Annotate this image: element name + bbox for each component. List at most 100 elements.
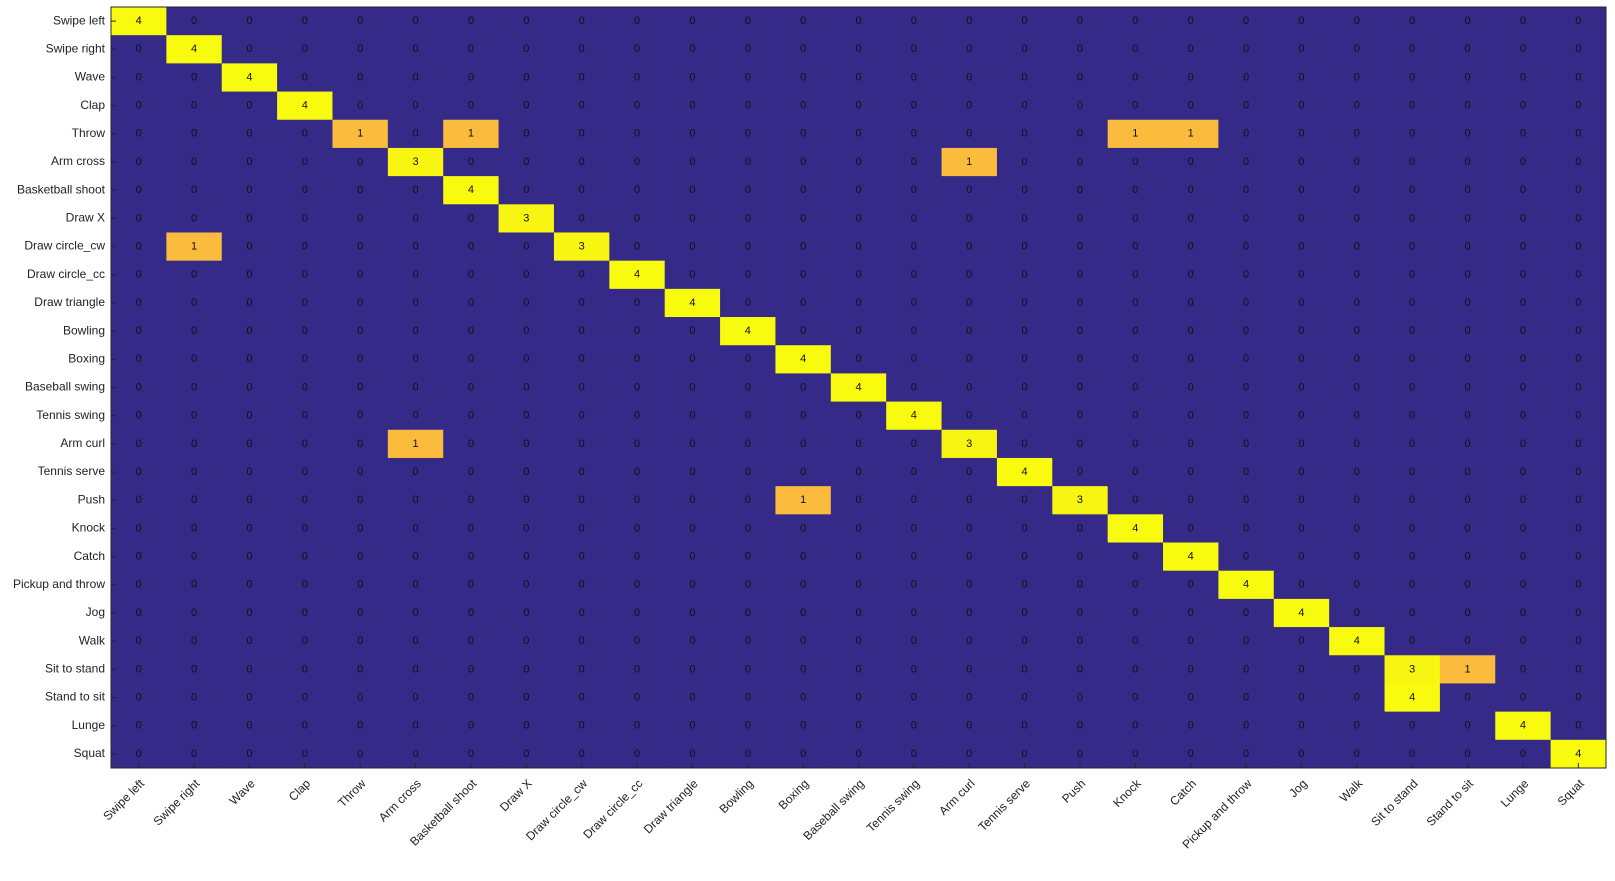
cell-label: 0 <box>1409 269 1415 281</box>
cell <box>387 260 444 290</box>
cell-label: 0 <box>357 494 363 506</box>
cell-label: 0 <box>1077 663 1083 675</box>
cell-label: 0 <box>523 381 529 393</box>
cell-label: 0 <box>246 184 252 196</box>
cell-label: 0 <box>302 720 308 732</box>
y-tick-label: Tennis serve <box>38 464 106 478</box>
cell <box>277 204 333 233</box>
cell <box>1163 457 1219 487</box>
cell <box>221 598 278 628</box>
cell-label: 0 <box>855 71 861 83</box>
cell <box>775 345 832 374</box>
cell-label: 0 <box>745 635 751 647</box>
cell <box>996 288 1053 318</box>
cell <box>111 147 167 177</box>
cell <box>1329 35 1386 64</box>
cell-label: 0 <box>1188 100 1194 112</box>
cell-label: 0 <box>855 269 861 281</box>
cell-label: 0 <box>1520 438 1526 450</box>
cell-label: 0 <box>579 269 585 281</box>
cell <box>1439 514 1496 544</box>
cell-label: 0 <box>579 325 585 337</box>
cell-label: 0 <box>302 353 308 365</box>
cell <box>221 401 278 431</box>
cell-label: 0 <box>1077 128 1083 140</box>
cell <box>1052 176 1109 205</box>
cell <box>1495 514 1552 544</box>
cell <box>1439 683 1496 713</box>
cell <box>886 457 943 487</box>
cell <box>1107 711 1164 741</box>
cell <box>1052 147 1109 177</box>
cell <box>830 514 887 544</box>
cell <box>1550 91 1607 121</box>
cell-label: 0 <box>966 71 972 83</box>
cell <box>111 514 167 544</box>
cell-label: 0 <box>1077 240 1083 252</box>
cell-label: 0 <box>136 663 142 675</box>
cell-label: 0 <box>1409 15 1415 27</box>
cell <box>387 176 444 205</box>
cell <box>941 7 998 36</box>
cell-label: 0 <box>246 579 252 591</box>
cell-label: 0 <box>191 522 197 534</box>
cell-label: 0 <box>1188 156 1194 168</box>
cell-label: 0 <box>745 269 751 281</box>
cell-label: 0 <box>302 325 308 337</box>
cell-label: 0 <box>1409 100 1415 112</box>
cell <box>609 570 666 600</box>
cell-label: 3 <box>579 240 585 252</box>
cell <box>553 7 610 36</box>
cell-label: 0 <box>136 720 142 732</box>
cell-label: 0 <box>1298 184 1304 196</box>
cell-label: 0 <box>302 635 308 647</box>
cell-label: 0 <box>412 269 418 281</box>
cell-label: 0 <box>191 748 197 760</box>
cell <box>553 627 610 656</box>
cell-label: 0 <box>523 748 529 760</box>
cell <box>996 232 1053 262</box>
cell <box>720 91 776 121</box>
cell-label: 0 <box>302 691 308 703</box>
cell-label: 0 <box>1575 438 1581 450</box>
cell-label: 0 <box>911 15 917 27</box>
cell-label: 0 <box>412 100 418 112</box>
cell-label: 0 <box>745 381 751 393</box>
cell-label: 0 <box>1243 71 1249 83</box>
cell-label: 0 <box>1520 607 1526 619</box>
cell <box>664 204 721 233</box>
cell-label: 0 <box>302 410 308 422</box>
cell-label: 0 <box>1465 353 1471 365</box>
cell <box>720 711 776 741</box>
cell-label: 0 <box>1132 748 1138 760</box>
cell <box>221 91 278 121</box>
cell-label: 0 <box>357 184 363 196</box>
cell <box>221 260 278 290</box>
cell <box>1218 598 1275 628</box>
y-tick-label: Walk <box>79 633 106 647</box>
cell <box>1163 63 1219 93</box>
cell-label: 0 <box>1520 43 1526 55</box>
cell <box>664 655 721 684</box>
cell-label: 0 <box>911 663 917 675</box>
cell-label: 0 <box>1022 607 1028 619</box>
cell <box>277 345 333 374</box>
cell-label: 0 <box>689 156 695 168</box>
cell-label: 0 <box>911 325 917 337</box>
cell <box>1495 429 1552 459</box>
cell <box>720 598 776 628</box>
cell <box>1273 288 1330 318</box>
cell <box>1107 486 1164 515</box>
cell <box>387 288 444 318</box>
cell-label: 0 <box>1022 748 1028 760</box>
cell <box>498 147 555 177</box>
cell-label: 0 <box>634 494 640 506</box>
cell <box>720 655 776 684</box>
cell <box>443 542 500 572</box>
cell <box>221 63 278 93</box>
y-tick-label: Knock <box>72 521 106 535</box>
y-tick-label: Arm cross <box>51 154 105 168</box>
cell-label: 0 <box>689 353 695 365</box>
cell-label: 0 <box>1520 353 1526 365</box>
cell-label: 0 <box>302 297 308 309</box>
